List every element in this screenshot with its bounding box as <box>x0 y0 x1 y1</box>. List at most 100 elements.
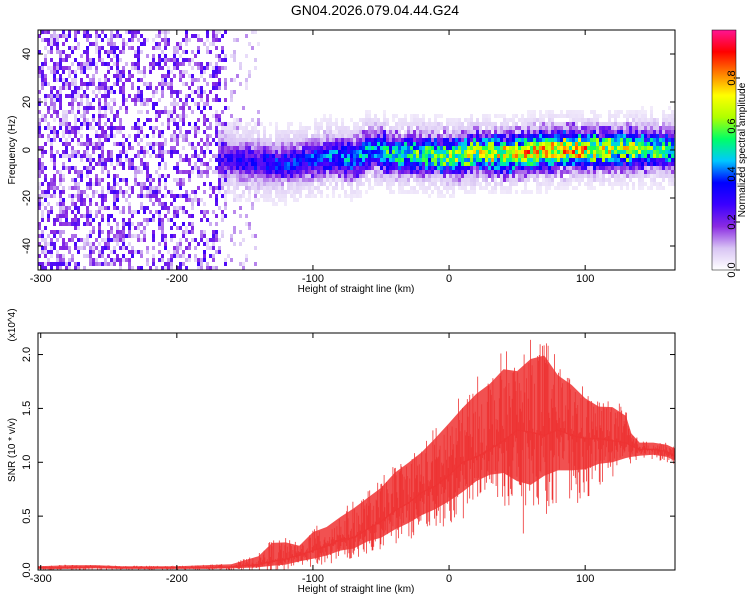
spectrogram-cell <box>503 154 506 158</box>
spectrogram-cell <box>362 146 365 150</box>
spectrogram-cell <box>158 134 161 138</box>
spectrogram-cell <box>503 178 506 182</box>
spectrogram-cell <box>518 170 521 174</box>
spectrogram-cell <box>578 170 581 174</box>
spectrogram-cell <box>605 170 608 174</box>
spectrogram-cell <box>323 134 326 138</box>
spectrogram-cell <box>182 138 185 142</box>
spectrogram-cell <box>479 154 482 158</box>
spectrogram-cell <box>632 150 635 154</box>
spectrogram-cell <box>215 98 218 102</box>
spectrogram-cell <box>266 174 269 178</box>
spectrogram-cell <box>53 102 56 106</box>
spectrogram-cell <box>74 194 77 198</box>
spectrogram-cell <box>671 114 674 118</box>
spectrogram-cell <box>290 170 293 174</box>
spectrogram-cell <box>92 126 95 130</box>
spectrogram-cell <box>578 154 581 158</box>
spectrogram-cell <box>506 166 509 170</box>
spectrogram-cell <box>464 138 467 142</box>
spectrogram-cell <box>497 114 500 118</box>
spectrogram-cell <box>140 90 143 94</box>
spectrogram-cell <box>653 138 656 142</box>
spectrogram-cell <box>551 138 554 142</box>
spectrogram-cell <box>260 146 263 150</box>
spectrogram-cell <box>485 114 488 118</box>
spectrogram-cell <box>245 182 248 186</box>
spectrogram-cell <box>431 158 434 162</box>
spectrogram-cell <box>296 130 299 134</box>
spectrogram-cell <box>476 122 479 126</box>
spectrogram-cell <box>584 154 587 158</box>
spectrogram-cell <box>473 154 476 158</box>
spectrogram-cell <box>152 126 155 130</box>
spectrogram-cell <box>383 130 386 134</box>
spectrogram-cell <box>569 170 572 174</box>
spectrogram-cell <box>611 186 614 190</box>
spectrogram-cell <box>572 150 575 154</box>
spectrogram-cell <box>50 94 53 98</box>
spectrogram-cell <box>149 190 152 194</box>
spectrogram-cell <box>221 146 224 150</box>
spectrogram-cell <box>329 154 332 158</box>
spectrogram-cell <box>542 182 545 186</box>
spectrogram-cell <box>74 94 77 98</box>
spectrogram-cell <box>344 134 347 138</box>
spectrogram-cell <box>206 118 209 122</box>
spectrogram-cell <box>650 130 653 134</box>
spectrogram-cell <box>206 66 209 70</box>
spectrogram-cell <box>83 154 86 158</box>
spectrogram-cell <box>524 170 527 174</box>
spectrogram-cell <box>47 30 50 34</box>
spectrogram-cell <box>224 82 227 86</box>
spectrogram-cell <box>515 154 518 158</box>
spectrogram-cell <box>488 154 491 158</box>
spectrogram-cell <box>389 154 392 158</box>
spectrogram-cell <box>236 158 239 162</box>
spectrogram-cell <box>566 146 569 150</box>
spectrogram-cell <box>200 38 203 42</box>
spectrogram-cell <box>356 134 359 138</box>
spectrogram-cell <box>281 182 284 186</box>
spectrogram-cell <box>314 118 317 122</box>
spectrogram-cell <box>608 166 611 170</box>
spectrogram-cell <box>455 142 458 146</box>
spectrogram-cell <box>113 186 116 190</box>
spectrogram-cell <box>401 170 404 174</box>
spectrogram-cell <box>461 186 464 190</box>
spectrogram-cell <box>473 182 476 186</box>
spectrogram-cell <box>68 66 71 70</box>
spectrogram-cell <box>647 146 650 150</box>
spectrogram-cell <box>221 34 224 38</box>
spectrogram-cell <box>284 174 287 178</box>
spectrogram-cell <box>209 106 212 110</box>
spectrogram-cell <box>518 178 521 182</box>
spectrogram-cell <box>128 206 131 210</box>
spectrogram-cell <box>158 166 161 170</box>
spectrogram-cell <box>365 174 368 178</box>
spectrogram-cell <box>659 130 662 134</box>
spectrogram-cell <box>95 130 98 134</box>
spectrogram-cell <box>590 130 593 134</box>
spectrogram-cell <box>146 82 149 86</box>
spectrogram-cell <box>533 134 536 138</box>
spectrogram-cell <box>440 182 443 186</box>
spectrogram-cell <box>470 158 473 162</box>
spectrogram-cell <box>86 242 89 246</box>
spectrogram-cell <box>272 202 275 206</box>
spectrogram-cell <box>599 130 602 134</box>
spectrogram-cell <box>74 170 77 174</box>
spectrogram-cell <box>137 266 140 270</box>
spectrogram-cell <box>278 142 281 146</box>
spectrogram-cell <box>284 146 287 150</box>
spectrogram-cell <box>662 154 665 158</box>
spectrogram-cell <box>197 38 200 42</box>
spectrogram-cell <box>71 154 74 158</box>
spectrogram-cell <box>566 170 569 174</box>
spectrogram-cell <box>179 242 182 246</box>
spectrogram-cell <box>278 174 281 178</box>
spectrogram-cell <box>134 170 137 174</box>
spectrogram-cell <box>47 194 50 198</box>
spectrogram-cell <box>383 134 386 138</box>
spectrogram-cell <box>98 178 101 182</box>
